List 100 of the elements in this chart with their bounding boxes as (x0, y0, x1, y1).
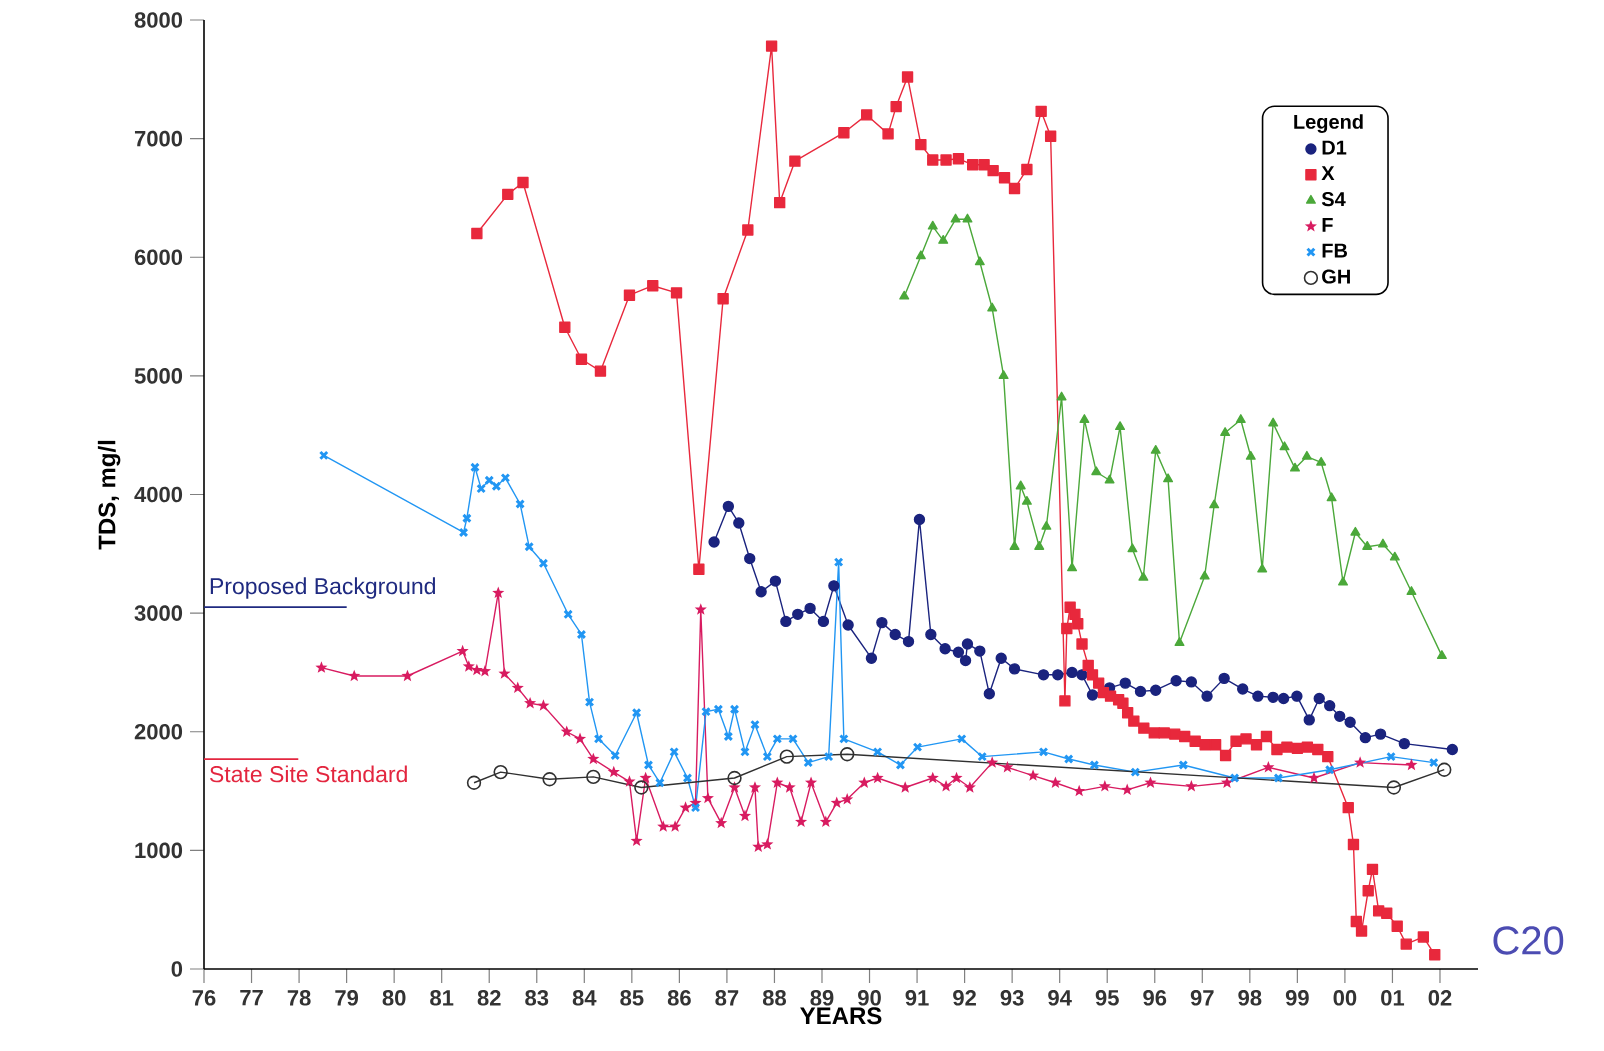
point (1313, 692, 1325, 705)
point (987, 302, 998, 312)
point (470, 462, 480, 473)
point (1344, 716, 1356, 728)
point (1073, 784, 1086, 797)
x-tick-label: 76 (192, 990, 216, 1006)
point (1436, 650, 1447, 660)
x-tick-label: 89 (810, 990, 834, 1006)
y-tick-label: 5000 (134, 368, 183, 384)
point (817, 615, 830, 628)
point (1144, 776, 1157, 788)
point (780, 615, 792, 628)
point (466, 775, 482, 790)
point (912, 742, 923, 753)
point (925, 628, 937, 641)
point (962, 213, 973, 223)
x-tick-label: 82 (477, 990, 501, 1006)
point (1209, 499, 1220, 509)
point (1056, 391, 1067, 401)
point (1089, 760, 1100, 770)
point (722, 500, 735, 513)
x-tick-label: 92 (953, 990, 976, 1006)
point (974, 645, 986, 657)
y-tick-label: 7000 (134, 130, 183, 147)
point (1268, 417, 1279, 427)
point (1170, 675, 1182, 687)
point (679, 801, 692, 813)
point (1406, 586, 1417, 595)
point (1359, 732, 1372, 744)
point (1015, 480, 1026, 490)
ref-line-label: Proposed Background (210, 577, 436, 599)
point (524, 696, 537, 709)
point (952, 646, 965, 658)
x-tick-label: 87 (715, 990, 739, 1006)
point (694, 603, 707, 615)
point (1037, 669, 1050, 681)
point (631, 707, 642, 718)
point (610, 750, 621, 761)
point (1091, 466, 1102, 476)
point (769, 575, 782, 587)
point (701, 706, 711, 717)
point (1119, 677, 1131, 689)
point (1354, 756, 1367, 768)
point (1076, 669, 1088, 681)
point (804, 602, 816, 615)
point (803, 757, 814, 768)
point (795, 815, 808, 828)
x-tick-label: 77 (240, 990, 263, 1006)
x-tick-label: 81 (430, 990, 454, 1006)
point (950, 771, 963, 784)
point (1277, 692, 1290, 705)
point (470, 663, 483, 676)
point (1334, 710, 1346, 723)
point (974, 256, 985, 266)
point (956, 733, 967, 744)
legend-title: Legend (1294, 114, 1363, 133)
point (584, 697, 595, 707)
point (500, 473, 511, 483)
point (841, 792, 854, 805)
point (315, 661, 328, 673)
point (462, 660, 475, 672)
point (1115, 421, 1126, 431)
point (1289, 462, 1300, 472)
point (715, 816, 728, 829)
point (348, 669, 361, 682)
point (1185, 779, 1198, 792)
point (858, 776, 871, 788)
point (1229, 773, 1240, 783)
point (1389, 551, 1400, 561)
point (1252, 690, 1264, 702)
point (1324, 764, 1335, 775)
point (1307, 771, 1321, 784)
point (1245, 450, 1256, 460)
point (1386, 780, 1402, 795)
y-tick-label: 3000 (134, 605, 183, 621)
legend-label: GH (1322, 269, 1350, 284)
point (889, 628, 901, 641)
point (1178, 760, 1189, 770)
point (752, 840, 765, 852)
x-tick-label: 84 (572, 990, 597, 1006)
point (1199, 570, 1210, 580)
point (823, 751, 834, 762)
point (1374, 728, 1387, 740)
point (871, 771, 884, 784)
point (895, 760, 906, 770)
point (708, 536, 720, 548)
ref-line-label: State Site Standard (209, 765, 407, 783)
point (563, 609, 574, 620)
point (772, 733, 783, 744)
point (1324, 699, 1336, 712)
point (1098, 779, 1111, 792)
point (792, 608, 804, 620)
point (872, 747, 883, 757)
point (607, 765, 620, 778)
point (939, 643, 951, 655)
point (729, 704, 740, 715)
point (1063, 754, 1074, 764)
point (961, 638, 974, 650)
point (1150, 684, 1162, 696)
point (542, 772, 557, 787)
